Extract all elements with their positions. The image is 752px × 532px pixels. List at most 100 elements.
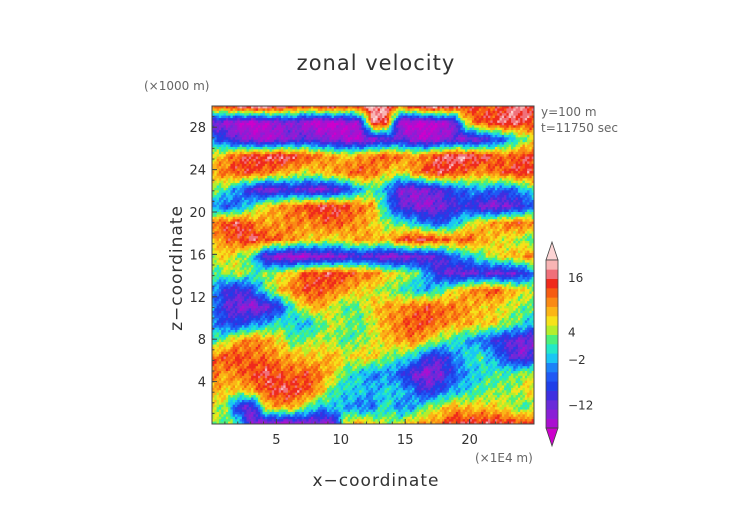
heatmap-cell [421, 122, 424, 126]
heatmap-cell [361, 130, 365, 133]
heatmap-cell [455, 149, 459, 153]
heatmap-cell [306, 190, 309, 194]
heatmap-cell [306, 137, 309, 141]
heatmap-cell [448, 154, 452, 157]
heatmap-cell [216, 156, 220, 160]
heatmap-cell [485, 130, 489, 133]
heatmap-cell [255, 166, 259, 169]
heatmap-cell [430, 183, 434, 186]
heatmap-cell [485, 134, 489, 138]
heatmap-cell [504, 118, 507, 121]
heatmap-cell [375, 183, 378, 186]
heatmap-cell [244, 110, 247, 114]
heatmap-cell [506, 156, 510, 160]
heatmap-cell [244, 183, 247, 186]
heatmap-cell [439, 171, 443, 174]
heatmap-cell [251, 125, 254, 129]
heatmap-cell [269, 185, 273, 189]
heatmap-cell [347, 137, 351, 141]
heatmap-cell [287, 127, 291, 131]
heatmap-cell [483, 163, 487, 167]
heatmap-cell [267, 115, 270, 119]
heatmap-cell [235, 171, 238, 174]
heatmap-cell [384, 118, 388, 121]
heatmap-cell [478, 180, 482, 184]
heatmap-cell [281, 156, 284, 160]
heatmap-cell [478, 125, 482, 129]
heatmap-cell [297, 120, 300, 124]
heatmap-cell [469, 144, 473, 148]
heatmap-cell [350, 149, 353, 153]
heatmap-cell [253, 139, 257, 143]
heatmap-cell [327, 118, 330, 121]
heatmap-cell [287, 134, 291, 138]
heatmap-cell [382, 106, 385, 109]
heatmap-cell [492, 142, 496, 145]
heatmap-cell [251, 159, 254, 162]
heatmap-cell [237, 139, 240, 143]
heatmap-cell [285, 161, 289, 165]
heatmap-cell [214, 130, 217, 133]
heatmap-cell [416, 159, 420, 162]
heatmap-cell [260, 159, 263, 162]
heatmap-cell [241, 159, 245, 162]
heatmap-cell [389, 108, 392, 112]
heatmap-cell [216, 180, 220, 184]
heatmap-cell [469, 113, 473, 116]
heatmap-cell [462, 168, 466, 172]
heatmap-cell [294, 185, 298, 189]
heatmap-cell [467, 120, 470, 124]
heatmap-cell [304, 190, 307, 194]
heatmap-cell [455, 178, 459, 182]
heatmap-cell [246, 190, 250, 194]
heatmap-cell [522, 159, 526, 162]
heatmap-cell [375, 125, 378, 129]
heatmap-cell [246, 187, 250, 191]
heatmap-cell [343, 137, 346, 141]
heatmap-cell [370, 159, 374, 162]
heatmap-cell [237, 183, 240, 186]
heatmap-cell [241, 125, 245, 129]
heatmap-cell [488, 115, 491, 119]
heatmap-cell [448, 134, 452, 138]
heatmap-cell [338, 137, 342, 141]
heatmap-cell [290, 159, 293, 162]
heatmap-cell [246, 110, 250, 114]
heatmap-cell [474, 187, 477, 191]
heatmap-cell [504, 185, 507, 189]
heatmap-cell [287, 120, 291, 124]
heatmap-cell [237, 187, 240, 191]
heatmap-cell [308, 142, 312, 145]
heatmap-cell [235, 175, 238, 179]
heatmap-cell [462, 108, 466, 112]
heatmap-cell [290, 163, 293, 167]
heatmap-cell [389, 183, 392, 186]
heatmap-cell [425, 132, 429, 136]
heatmap-cell [244, 151, 247, 155]
heatmap-cell [386, 180, 390, 184]
heatmap-cell [258, 187, 261, 191]
heatmap-cell [329, 159, 332, 162]
heatmap-cell [492, 115, 496, 119]
heatmap-cell [218, 187, 222, 191]
heatmap-cell [297, 137, 300, 141]
heatmap-cell [308, 178, 312, 182]
heatmap-cell [304, 127, 307, 131]
heatmap-cell [281, 173, 284, 177]
heatmap-cell [315, 115, 319, 119]
heatmap-cell [368, 171, 372, 174]
heatmap-cell [283, 166, 286, 169]
heatmap-cell [497, 185, 500, 189]
heatmap-cell [324, 175, 328, 179]
heatmap-cell [216, 122, 220, 126]
heatmap-cell [304, 166, 307, 169]
heatmap-cell [469, 168, 473, 172]
heatmap-cell [488, 175, 491, 179]
heatmap-cell [430, 137, 434, 141]
heatmap-cell [320, 166, 323, 169]
heatmap-cell [285, 151, 289, 155]
heatmap-cell [435, 122, 438, 126]
heatmap-cell [283, 171, 286, 174]
heatmap-cell [248, 161, 252, 165]
heatmap-cell [513, 106, 516, 109]
